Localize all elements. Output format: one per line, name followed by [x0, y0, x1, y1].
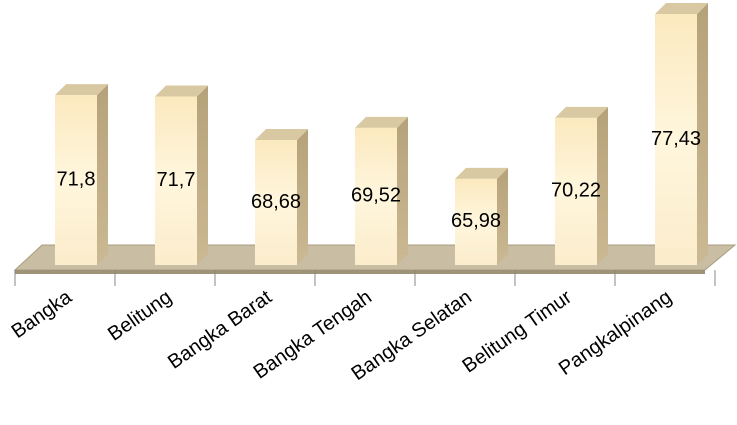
bar-top [155, 85, 208, 97]
bar-top [55, 84, 108, 96]
value-label: 65,98 [451, 210, 501, 232]
bar-top [655, 3, 708, 15]
x-tick-label: Bangka [8, 286, 77, 343]
value-label: 69,52 [351, 185, 401, 207]
bar-side [397, 116, 408, 265]
bar [155, 96, 197, 266]
bar-side [497, 167, 508, 265]
bar [355, 127, 397, 265]
bar-side [697, 3, 708, 266]
bar [655, 14, 697, 266]
value-label: 77,43 [651, 128, 701, 150]
bar-side [97, 84, 108, 265]
bar [55, 95, 97, 265]
x-tick-label: Belitung [104, 286, 176, 345]
bar-top [355, 116, 408, 128]
value-label: 68,68 [251, 191, 301, 213]
bar [255, 140, 297, 265]
bar-side [197, 85, 208, 266]
bar-side [297, 129, 308, 265]
value-label: 70,22 [551, 180, 601, 202]
floor-edge [15, 270, 705, 274]
value-label: 71,8 [57, 168, 96, 190]
bar-side [597, 106, 608, 265]
bar-top [555, 106, 608, 118]
value-label: 71,7 [157, 169, 196, 191]
bar [555, 117, 597, 265]
bar-top [455, 167, 508, 179]
bar-top [255, 129, 308, 141]
bar [455, 178, 497, 265]
